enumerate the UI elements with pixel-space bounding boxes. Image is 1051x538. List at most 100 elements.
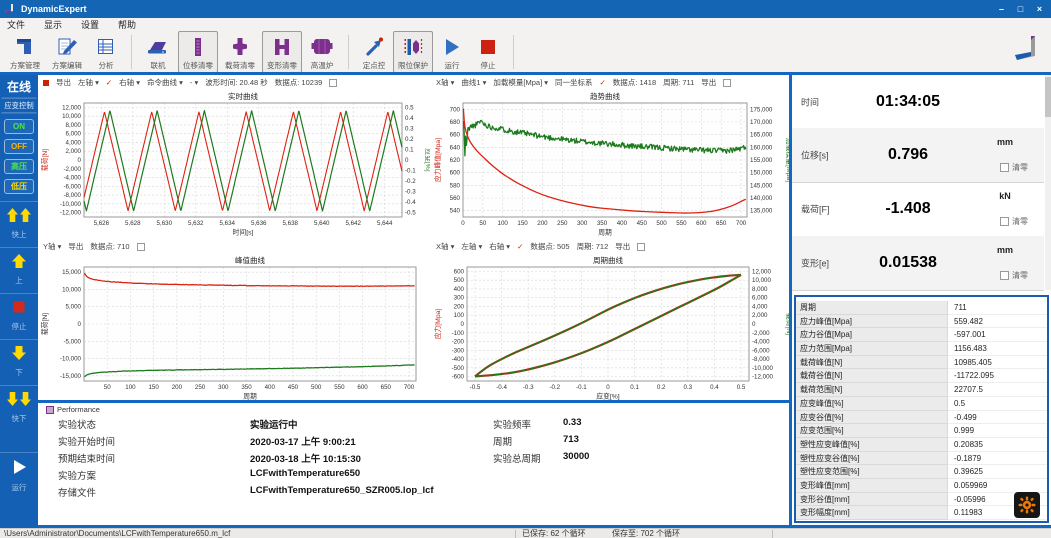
chart-info: 波形时间: 20.48 秒 (205, 77, 268, 88)
svg-text:峰值曲线: 峰值曲线 (235, 255, 265, 265)
sidebar-control-fast-down[interactable]: 快下 (0, 385, 38, 424)
chart-control[interactable]: 命令曲线 ▾ (147, 77, 183, 88)
svg-text:-12,000: -12,000 (60, 210, 82, 217)
svg-text:100: 100 (454, 312, 465, 319)
chart-control[interactable]: ✓ (517, 242, 523, 251)
chart-control[interactable]: ✓ (106, 78, 112, 87)
stats-label: 应变峰值[%] (796, 397, 948, 411)
toolbar-button-connect[interactable]: 联机 (140, 31, 176, 73)
right-panel: 周期711应力峰值[Mpa]559.482应力谷值[Mpa]-597.001应力… (792, 75, 1051, 525)
chart-control[interactable]: 左轴 ▾ (461, 241, 482, 252)
svg-text:660: 660 (450, 132, 461, 139)
svg-text:应力[Mpa]: 应力[Mpa] (433, 309, 442, 340)
chart-control[interactable]: 右轴 ▾ (489, 241, 510, 252)
svg-text:-0.1: -0.1 (576, 384, 587, 391)
toolbar-button-point-control[interactable]: 定点控 (357, 31, 391, 73)
chart-control[interactable]: 导出 (615, 241, 630, 252)
chart-control[interactable]: 导出 (56, 77, 71, 88)
sidebar-button-on[interactable]: ON (4, 119, 34, 134)
sidebar-control-run[interactable]: 运行 (0, 452, 38, 493)
svg-text:500: 500 (656, 220, 667, 227)
readout-unit: mm (990, 137, 1020, 147)
toolbar-button-plan-edit[interactable]: 方案编辑 (47, 31, 87, 73)
svg-text:640: 640 (450, 144, 461, 151)
stats-value: 0.39625 (948, 465, 1047, 479)
svg-text:550: 550 (334, 384, 345, 391)
stats-label: 应变谷值[%] (796, 411, 948, 425)
svg-text:时间[s]: 时间[s] (233, 228, 254, 237)
svg-text:150: 150 (148, 384, 159, 391)
plan-manage-icon (13, 35, 37, 59)
svg-text:150,000: 150,000 (750, 170, 773, 177)
toolbar-button-run[interactable]: 运行 (435, 31, 469, 73)
maximize-icon[interactable]: □ (1011, 0, 1030, 18)
chart-options-icon[interactable] (637, 243, 645, 251)
stats-value: 0.999 (948, 424, 1047, 438)
svg-text:0: 0 (78, 321, 82, 328)
gear-icon (1018, 496, 1036, 514)
toolbar-button-disp-zero[interactable]: 位移清零 (178, 31, 218, 73)
chart-control[interactable]: 曲线1 ▾ (461, 77, 486, 88)
clear-zero-label: 清零 (1012, 162, 1028, 173)
readout-label: 位移[s] (801, 149, 829, 162)
menu-item-1[interactable]: 显示 (44, 18, 62, 31)
stats-row: 应变谷值[%]-0.499 (796, 411, 1047, 425)
stats-value: 1156.483 (948, 342, 1047, 356)
sidebar-control-stop[interactable]: 停止 (0, 293, 38, 332)
svg-text:-300: -300 (452, 347, 465, 354)
chart-options-icon[interactable] (329, 79, 337, 87)
svg-text:560: 560 (450, 195, 461, 202)
menu-item-3[interactable]: 帮助 (118, 18, 136, 31)
svg-text:-6,000: -6,000 (752, 347, 770, 354)
clear-zero-checkbox[interactable]: 清零 (1000, 270, 1028, 281)
toolbar-button-limit-protect[interactable]: 限位保护 (393, 31, 433, 73)
readouts-scrollbar[interactable] (1045, 75, 1051, 290)
toolbar-button-plan-manage[interactable]: 方案管理 (5, 31, 45, 73)
chart-info: 数据点: 710 (90, 241, 129, 252)
svg-text:6,000: 6,000 (66, 131, 82, 138)
chart-options-icon[interactable] (137, 243, 145, 251)
chart-control[interactable]: Y轴 ▾ (43, 241, 61, 252)
sidebar-control-label: 快上 (12, 229, 27, 240)
chart-control[interactable]: X轴 ▾ (436, 77, 454, 88)
toolbar-button-deform-zero[interactable]: 变形清零 (262, 31, 302, 73)
chart-plot-trend: 趋势曲线050100150200250300350400450500550600… (431, 90, 791, 238)
svg-text:10,000: 10,000 (62, 286, 81, 293)
chart-control[interactable]: X轴 ▾ (436, 241, 454, 252)
toolbar-separator (131, 35, 132, 69)
sidebar-control-down[interactable]: 下 (0, 339, 38, 378)
settings-gear-button[interactable] (1014, 492, 1040, 518)
sidebar-button-高压[interactable]: 高压 (4, 159, 34, 174)
sidebar-control-fast-up[interactable]: 快上 (0, 201, 38, 240)
chart-control[interactable]: 导出 (68, 241, 83, 252)
toolbar-button-analysis[interactable]: 分析 (89, 31, 123, 73)
menu-item-2[interactable]: 设置 (81, 18, 99, 31)
svg-text:8,000: 8,000 (66, 122, 82, 129)
svg-text:580: 580 (450, 182, 461, 189)
svg-text:10,000: 10,000 (752, 277, 771, 284)
clear-zero-checkbox[interactable]: 清零 (1000, 216, 1028, 227)
sidebar-control-up[interactable]: 上 (0, 247, 38, 286)
toolbar-button-load-zero[interactable]: 载荷清零 (220, 31, 260, 73)
chart-control[interactable]: ✓ (600, 78, 606, 87)
toolbar-separator (348, 35, 349, 69)
clear-zero-checkbox[interactable]: 清零 (1000, 162, 1028, 173)
sidebar-button-off[interactable]: OFF (4, 139, 34, 154)
close-icon[interactable]: × (1030, 0, 1049, 18)
svg-text:300: 300 (577, 220, 588, 227)
chart-control[interactable]: 加载模量[Mpa] ▾ (493, 77, 548, 88)
chart-control[interactable]: 右轴 ▾ (119, 77, 140, 88)
chart-options-icon[interactable] (723, 79, 731, 87)
svg-text:200: 200 (454, 303, 465, 310)
stats-label: 变形峰值[mm] (796, 479, 948, 493)
chart-control[interactable]: - ▾ (190, 78, 198, 87)
chart-info: 数据点: 10239 (275, 77, 323, 88)
menu-item-0[interactable]: 文件 (7, 18, 25, 31)
stats-label: 塑性应变范围[%] (796, 465, 948, 479)
chart-control[interactable]: 左轴 ▾ (78, 77, 99, 88)
minimize-icon[interactable]: – (992, 0, 1011, 18)
chart-control[interactable]: 导出 (701, 77, 716, 88)
toolbar-button-stop[interactable]: 停止 (471, 31, 505, 73)
sidebar-button-低压[interactable]: 低压 (4, 179, 34, 194)
toolbar-button-furnace[interactable]: 高温炉 (304, 31, 340, 73)
